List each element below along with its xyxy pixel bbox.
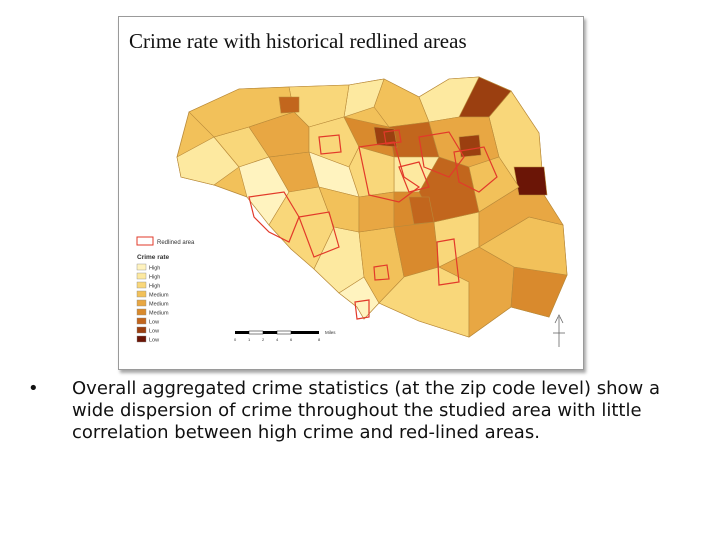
legend-swatch — [136, 308, 147, 316]
legend-swatch — [136, 317, 147, 325]
legend-swatch — [136, 335, 147, 343]
map-figure: Crime rate with historical redlined area… — [118, 16, 584, 370]
legend-swatch — [136, 290, 147, 298]
scale-tick-label: 8 — [318, 337, 321, 342]
legend-classes: High High High Medium Medium Medium Low Low Low — [136, 263, 169, 344]
scale-unit: Miles — [325, 330, 336, 335]
north-arrow-icon — [553, 314, 565, 347]
legend-crime-heading: Crime rate — [137, 254, 170, 261]
legend-swatch — [136, 299, 147, 307]
scale-tick-label: 2 — [262, 337, 265, 342]
legend-swatch — [136, 281, 147, 289]
legend-class-label: Low — [149, 320, 159, 326]
legend-swatch — [136, 263, 147, 271]
legend-swatch — [136, 272, 147, 280]
scale-tick-label: 6 — [290, 337, 293, 342]
caption-text: Overall aggregated crime statistics (at … — [72, 378, 660, 443]
map-title: Crime rate with historical redlined area… — [129, 29, 467, 53]
legend-redlined-label: Redlined area — [157, 240, 195, 246]
scale-tick-label: 0 — [234, 337, 237, 342]
map-legend: Redlined area Crime rate High High High Med… — [136, 236, 195, 344]
scale-tick-label: 4 — [276, 337, 279, 342]
legend-class-label: High — [149, 266, 160, 272]
legend-class-label: High — [149, 284, 160, 290]
scale-bar: 0 1 2 4 6 8 Miles — [234, 330, 336, 342]
scale-tick-label: 1 — [248, 337, 251, 342]
crime-map: Redlined area Crime rate High High High Med… — [136, 76, 568, 347]
legend-swatch — [136, 326, 147, 334]
legend-class-label: Medium — [149, 293, 169, 299]
legend-class-label: Medium — [149, 302, 169, 308]
legend-class-label: Low — [149, 329, 159, 335]
legend-class-label: High — [149, 275, 160, 281]
legend-class-label: Medium — [149, 311, 169, 317]
caption-bullet-item: • Overall aggregated crime statistics (a… — [28, 378, 680, 444]
legend-class-label: Low — [149, 338, 159, 344]
bullet-icon: • — [28, 378, 39, 399]
redlined-areas — [248, 129, 498, 320]
